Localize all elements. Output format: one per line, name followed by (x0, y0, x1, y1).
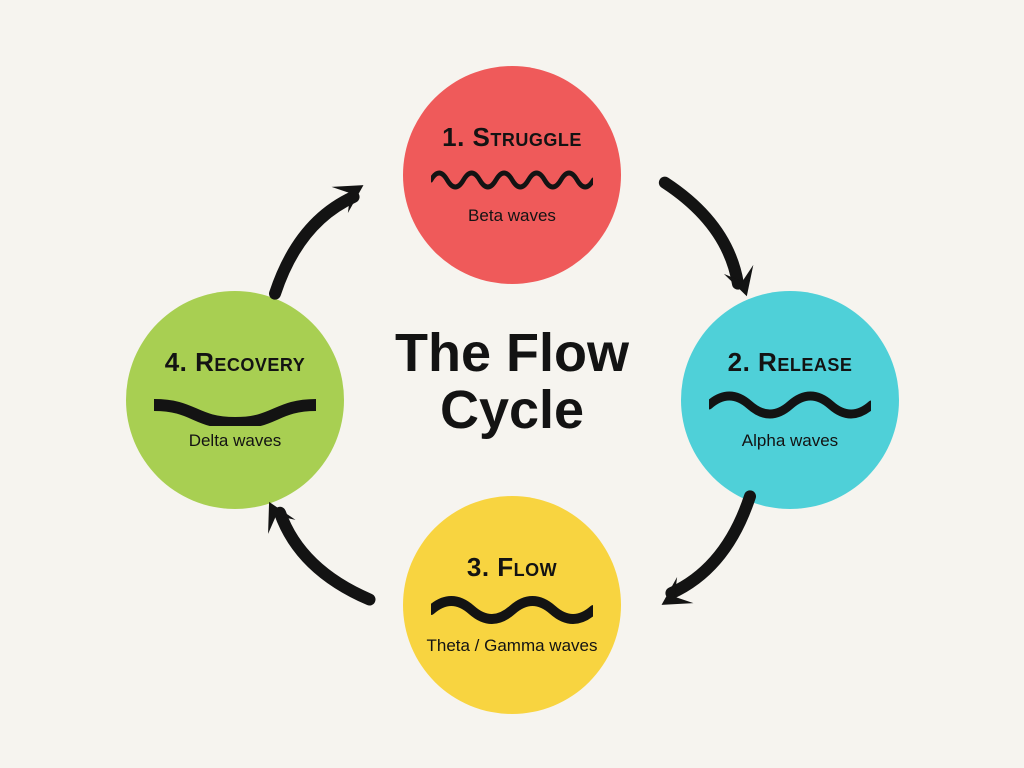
node-title: 2. Release (728, 349, 853, 376)
cycle-node-struggle: 1. Struggle Beta waves (403, 66, 621, 284)
cycle-node-recovery: 4. Recovery Delta waves (126, 291, 344, 509)
flow-wave-icon (431, 589, 593, 631)
node-subtitle: Theta / Gamma waves (426, 635, 597, 656)
node-title: 3. Flow (467, 554, 557, 581)
center-title-line1: The Flow (395, 325, 629, 382)
node-subtitle: Alpha waves (742, 430, 838, 451)
struggle-wave-icon (431, 159, 593, 201)
arrow-release-to-flow (647, 488, 769, 623)
cycle-node-release: 2. Release Alpha waves (681, 291, 899, 509)
arrow-flow-to-recovery (249, 488, 378, 617)
node-subtitle: Beta waves (468, 205, 556, 226)
node-title: 1. Struggle (442, 124, 582, 151)
cycle-node-flow: 3. Flow Theta / Gamma waves (403, 496, 621, 714)
arrow-struggle-to-release (654, 168, 768, 308)
arrow-recovery-to-struggle (256, 166, 378, 301)
node-subtitle: Delta waves (189, 430, 282, 451)
node-title: 4. Recovery (165, 349, 306, 376)
center-title-line2: Cycle (395, 382, 629, 439)
diagram-stage: The FlowCycle 1. Struggle Beta waves 2. Rel… (0, 0, 1024, 768)
release-wave-icon (709, 384, 871, 426)
center-title: The FlowCycle (395, 325, 629, 438)
recovery-wave-icon (154, 384, 316, 426)
